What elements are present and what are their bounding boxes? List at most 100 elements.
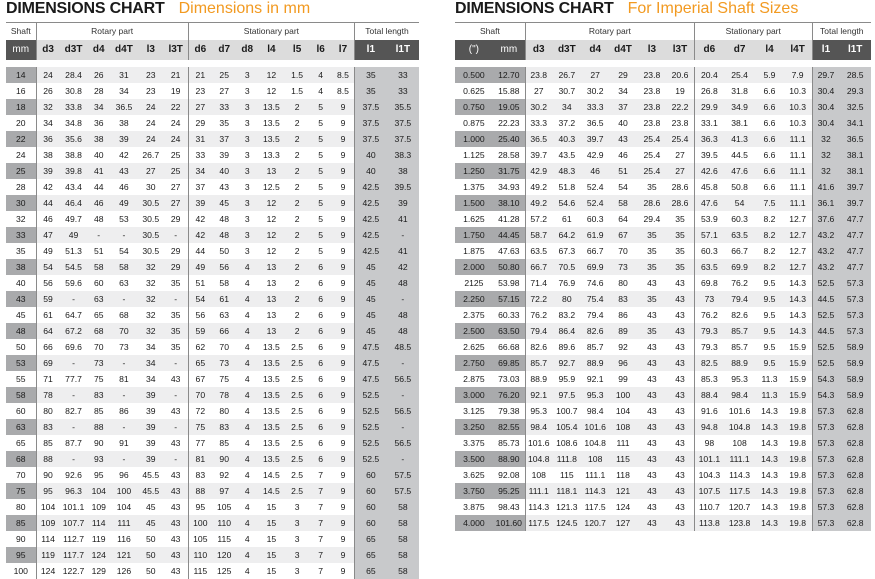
table-cell: 36.5 bbox=[839, 131, 871, 147]
table-cell: 40 bbox=[6, 275, 37, 291]
table-cell: 63 bbox=[6, 419, 37, 435]
table-cell: 6 bbox=[309, 355, 332, 371]
table-row: 45 61 64.7 65 68 32 35 56 63 4 13 2 6 9 45 48 bbox=[6, 307, 419, 323]
table-cell: 43.5 bbox=[551, 147, 583, 163]
table-cell: 5 bbox=[309, 131, 332, 147]
column-header-symbol: l bbox=[847, 44, 851, 55]
table-cell: 108 bbox=[525, 467, 552, 483]
table-cell: 62.8 bbox=[839, 499, 871, 515]
table-cell: 88.9 bbox=[723, 355, 756, 371]
table-cell: 43 bbox=[666, 291, 695, 307]
table-cell: 36.5 bbox=[110, 99, 138, 115]
table-cell: 41.3 bbox=[723, 131, 756, 147]
table-cell: 41.6 bbox=[812, 179, 840, 195]
table-row: 3.125 79.38 95.3 100.7 98.4 104 43 43 91.6 101.6 1… bbox=[455, 403, 871, 419]
table-cell: 60 bbox=[354, 515, 387, 531]
table-cell: 70 bbox=[110, 323, 138, 339]
column-header-symbol: l bbox=[338, 44, 342, 55]
table-cell: 83 bbox=[36, 419, 60, 435]
table-cell: - bbox=[110, 227, 138, 243]
table-cell: 3 bbox=[284, 547, 310, 563]
table-row: 0.625 15.88 27 30.7 30.2 34 23.8 19 26.8 31.8 6.6 1… bbox=[455, 83, 871, 99]
table-cell: 57.3 bbox=[812, 467, 840, 483]
group-shaft: Shaft bbox=[455, 22, 526, 40]
table-cell: 47.6 bbox=[694, 195, 724, 211]
metric-chart-header: DIMENSIONS CHART Dimensions in mm bbox=[6, 0, 419, 22]
table-cell: 98.43 bbox=[492, 499, 526, 515]
table-cell: 47.6 bbox=[723, 163, 756, 179]
table-cell: 73 bbox=[608, 259, 638, 275]
table-cell: 8.2 bbox=[755, 259, 784, 275]
table-cell: 57.3 bbox=[812, 435, 840, 451]
table-cell: 42.5 bbox=[354, 179, 387, 195]
table-cell: 8.5 bbox=[331, 67, 356, 83]
table-cell: 47.7 bbox=[839, 259, 871, 275]
table-cell: 68 bbox=[87, 323, 110, 339]
table-cell: 34 bbox=[137, 339, 164, 355]
table-cell: 2 bbox=[284, 211, 310, 227]
table-cell: 63 bbox=[87, 291, 110, 307]
table-cell: 104 bbox=[110, 499, 138, 515]
table-cell: 57.3 bbox=[812, 515, 840, 531]
table-cell: 24 bbox=[163, 131, 189, 147]
table-cell: 38 bbox=[386, 163, 419, 179]
table-cell: 4 bbox=[236, 387, 258, 403]
column-header-subscript: 3T bbox=[171, 44, 183, 55]
column-header: l1T bbox=[839, 40, 871, 60]
table-cell: 23 bbox=[137, 83, 164, 99]
table-cell: 19.8 bbox=[783, 467, 813, 483]
table-cell: 2.5 bbox=[284, 355, 310, 371]
table-cell: 35.5 bbox=[386, 99, 419, 115]
table-cell: 29 bbox=[608, 67, 638, 83]
table-cell: 35 bbox=[637, 179, 667, 195]
table-cell: 49 bbox=[188, 259, 212, 275]
table-cell: 37.2 bbox=[551, 115, 583, 131]
table-cell: 15.9 bbox=[783, 355, 813, 371]
table-cell: 42 bbox=[36, 179, 60, 195]
table-cell: 19.8 bbox=[783, 451, 813, 467]
column-header: l5 bbox=[284, 40, 310, 60]
table-cell: 43 bbox=[110, 163, 138, 179]
table-cell: 43 bbox=[666, 435, 695, 451]
table-cell: 34.93 bbox=[492, 179, 526, 195]
table-cell: 24 bbox=[6, 147, 37, 163]
table-cell: 27 bbox=[525, 83, 552, 99]
table-cell: 101.60 bbox=[492, 515, 526, 531]
table-cell: 47.7 bbox=[839, 211, 871, 227]
table-cell: 19 bbox=[163, 83, 189, 99]
table-cell: 95.3 bbox=[723, 371, 756, 387]
table-cell: 9 bbox=[331, 291, 356, 307]
table-cell: 13.5 bbox=[257, 451, 285, 467]
table-cell: 115 bbox=[608, 451, 638, 467]
table-cell: 51 bbox=[87, 243, 110, 259]
column-header-symbol: d bbox=[589, 44, 596, 55]
table-cell: - bbox=[163, 227, 189, 243]
table-cell: 79.38 bbox=[492, 403, 526, 419]
column-header: d3 bbox=[525, 40, 552, 60]
table-cell: 26.7 bbox=[551, 67, 583, 83]
table-cell: 43 bbox=[666, 467, 695, 483]
table-cell: 47.63 bbox=[492, 243, 526, 259]
table-cell: 100 bbox=[110, 483, 138, 499]
table-cell: 23.8 bbox=[637, 115, 667, 131]
table-row: 22 36 35.6 38 39 24 24 31 37 3 13.5 2 5 9 37.5 37.5 bbox=[6, 131, 419, 147]
table-cell: 6.6 bbox=[755, 131, 784, 147]
table-cell: 4 bbox=[236, 371, 258, 387]
table-cell: 80 bbox=[211, 403, 237, 419]
table-cell: 4 bbox=[236, 323, 258, 339]
table-cell: 34 bbox=[137, 355, 164, 371]
table-cell: 32 bbox=[812, 131, 840, 147]
table-cell: 39.5 bbox=[694, 147, 724, 163]
column-header-subscript: 1 bbox=[369, 44, 376, 55]
table-cell: 70.5 bbox=[551, 259, 583, 275]
table-cell: 52.5 bbox=[812, 339, 840, 355]
column-header-subscript: 3 bbox=[650, 44, 657, 55]
table-cell: 52.5 bbox=[812, 355, 840, 371]
table-cell: 3 bbox=[236, 227, 258, 243]
table-cell: 9 bbox=[331, 243, 356, 259]
table-cell: 58 bbox=[6, 387, 37, 403]
table-cell: 52.4 bbox=[582, 195, 609, 211]
table-cell: 57.3 bbox=[839, 275, 871, 291]
table-cell: 43.2 bbox=[812, 243, 840, 259]
table-row: 3.875 98.43 114.3 121.3 117.5 124 43 43 110.7 120… bbox=[455, 499, 871, 515]
